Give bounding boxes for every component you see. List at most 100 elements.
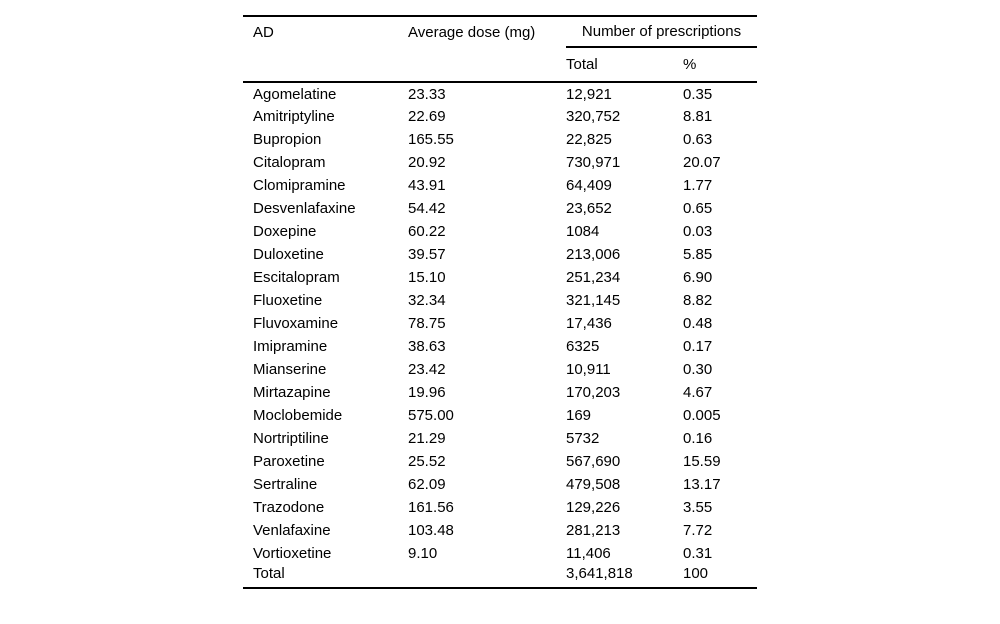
total-cell: 567,690 bbox=[566, 453, 621, 470]
total-cell: 169 bbox=[566, 407, 592, 424]
ad-cell: Clomipramine bbox=[253, 177, 346, 194]
total-cell: 170,203 bbox=[566, 384, 621, 401]
ad-cell: Duloxetine bbox=[253, 246, 324, 263]
dose-cell: 39.57 bbox=[408, 246, 446, 263]
ad-cell: Bupropion bbox=[253, 131, 322, 148]
ad-cell: Fluvoxamine bbox=[253, 315, 339, 332]
header-group-row: AD Average dose (mg) Number of prescript… bbox=[243, 16, 758, 48]
percent-cell: 5.85 bbox=[683, 246, 713, 263]
ad-cell: Fluoxetine bbox=[253, 292, 323, 309]
total-cell: 730,971 bbox=[566, 154, 621, 171]
ad-cell: Total bbox=[253, 565, 285, 582]
percent-cell: 0.65 bbox=[683, 200, 713, 217]
percent-cell: 0.03 bbox=[683, 223, 713, 240]
column-group-header-number-of-prescriptions: Number of prescriptions bbox=[566, 16, 758, 48]
table-row: Moclobemide 575.00 169 0.005 bbox=[243, 404, 757, 427]
percent-cell: 1.77 bbox=[683, 177, 713, 194]
total-cell: 5732 bbox=[566, 430, 600, 447]
table-row: Imipramine 38.63 6325 0.17 bbox=[243, 335, 757, 358]
ad-cell: Doxepine bbox=[253, 223, 317, 240]
table-header: AD Average dose (mg) Number of prescript… bbox=[243, 16, 758, 83]
percent-cell: 0.16 bbox=[683, 430, 713, 447]
total-cell: 64,409 bbox=[566, 177, 612, 194]
ad-cell: Escitalopram bbox=[253, 269, 340, 286]
dose-cell: 38.63 bbox=[408, 338, 446, 355]
total-cell: 1084 bbox=[566, 223, 600, 240]
percent-cell: 0.30 bbox=[683, 361, 713, 378]
percent-cell: 0.005 bbox=[683, 407, 721, 424]
percent-cell: 100 bbox=[683, 565, 709, 582]
dose-cell: 21.29 bbox=[408, 430, 446, 447]
column-header-percent: % bbox=[683, 47, 758, 83]
table-row: Fluvoxamine 78.75 17,436 0.48 bbox=[243, 312, 757, 335]
table-row: Paroxetine 25.52 567,690 15.59 bbox=[243, 450, 757, 473]
ad-cell: Mirtazapine bbox=[253, 384, 331, 401]
table-row: Agomelatine 23.33 12,921 0.35 bbox=[243, 82, 757, 105]
ad-cell: Amitriptyline bbox=[253, 108, 335, 125]
dose-cell: 9.10 bbox=[408, 545, 438, 562]
column-header-total: Total bbox=[566, 47, 683, 83]
total-cell: 251,234 bbox=[566, 269, 621, 286]
dose-cell: 15.10 bbox=[408, 269, 446, 286]
total-cell: 12,921 bbox=[566, 85, 612, 103]
dose-cell: 19.96 bbox=[408, 384, 446, 401]
header-spacer bbox=[408, 47, 566, 83]
table-row: Venlafaxine 103.48 281,213 7.72 bbox=[243, 519, 757, 542]
dose-cell: 20.92 bbox=[408, 154, 446, 171]
table-row: Citalopram 20.92 730,971 20.07 bbox=[243, 151, 757, 174]
dose-cell: 22.69 bbox=[408, 108, 446, 125]
dose-cell: 43.91 bbox=[408, 177, 446, 194]
table-row: Desvenlafaxine 54.42 23,652 0.65 bbox=[243, 197, 757, 220]
column-header-ad: AD bbox=[253, 23, 274, 41]
total-cell: 6325 bbox=[566, 338, 600, 355]
table-row: Clomipramine 43.91 64,409 1.77 bbox=[243, 174, 757, 197]
ad-cell: Citalopram bbox=[253, 154, 326, 171]
dose-cell: 54.42 bbox=[408, 200, 446, 217]
total-cell: 129,226 bbox=[566, 499, 621, 516]
table-row: Sertraline 62.09 479,508 13.17 bbox=[243, 473, 757, 496]
table-row: Vortioxetine 9.10 11,406 0.31 bbox=[243, 542, 757, 565]
percent-cell: 4.67 bbox=[683, 384, 713, 401]
table-body: Agomelatine 23.33 12,921 0.35 Amitriptyl… bbox=[243, 82, 757, 588]
percent-cell: 0.35 bbox=[683, 85, 713, 103]
total-cell: 22,825 bbox=[566, 131, 612, 148]
table-row: Mirtazapine 19.96 170,203 4.67 bbox=[243, 381, 757, 404]
ad-cell: Trazodone bbox=[253, 499, 325, 516]
table-row: Bupropion 165.55 22,825 0.63 bbox=[243, 128, 757, 151]
dose-cell: 62.09 bbox=[408, 476, 446, 493]
column-header-average-dose: Average dose (mg) bbox=[408, 23, 536, 41]
ad-cell: Paroxetine bbox=[253, 453, 325, 470]
percent-cell: 3.55 bbox=[683, 499, 713, 516]
table-row: Mianserine 23.42 10,911 0.30 bbox=[243, 358, 757, 381]
percent-cell: 6.90 bbox=[683, 269, 713, 286]
dose-cell: 25.52 bbox=[408, 453, 446, 470]
percent-cell: 0.63 bbox=[683, 131, 713, 148]
dose-cell: 165.55 bbox=[408, 131, 454, 148]
percent-cell: 20.07 bbox=[683, 154, 721, 171]
percent-cell: 13.17 bbox=[683, 476, 721, 493]
ad-cell: Imipramine bbox=[253, 338, 328, 355]
dose-cell: 60.22 bbox=[408, 223, 446, 240]
percent-cell: 15.59 bbox=[683, 453, 721, 470]
percent-cell: 0.48 bbox=[683, 315, 713, 332]
dose-cell: 575.00 bbox=[408, 407, 454, 424]
prescriptions-table: AD Average dose (mg) Number of prescript… bbox=[243, 15, 758, 589]
ad-cell: Sertraline bbox=[253, 476, 318, 493]
ad-cell: Desvenlafaxine bbox=[253, 200, 356, 217]
table-row: Fluoxetine 32.34 321,145 8.82 bbox=[243, 289, 757, 312]
table-row: Doxepine 60.22 1084 0.03 bbox=[243, 220, 757, 243]
ad-cell: Nortriptiline bbox=[253, 430, 329, 447]
total-cell: 213,006 bbox=[566, 246, 621, 263]
total-cell: 320,752 bbox=[566, 108, 621, 125]
dose-cell: 23.42 bbox=[408, 361, 446, 378]
percent-cell: 0.17 bbox=[683, 338, 713, 355]
total-cell: 11,406 bbox=[566, 545, 611, 562]
dose-cell bbox=[408, 565, 566, 588]
table-row: Escitalopram 15.10 251,234 6.90 bbox=[243, 266, 757, 289]
total-cell: 17,436 bbox=[566, 315, 612, 332]
percent-cell: 8.82 bbox=[683, 292, 713, 309]
total-cell: 3,641,818 bbox=[566, 565, 633, 582]
header-sub-row: Total % bbox=[243, 47, 758, 83]
percent-cell: 7.72 bbox=[683, 522, 713, 539]
table-row: Amitriptyline 22.69 320,752 8.81 bbox=[243, 105, 757, 128]
